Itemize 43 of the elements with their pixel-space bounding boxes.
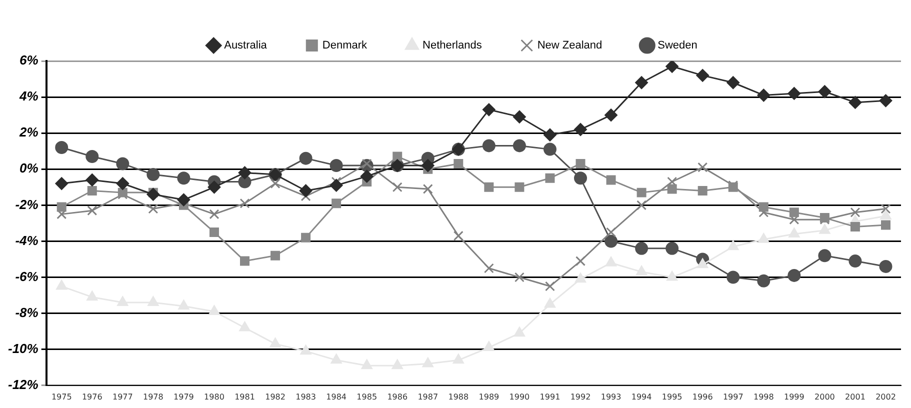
x-tick-label: 1975 (51, 392, 72, 402)
y-tick-label: 2% (18, 124, 39, 140)
y-tick-label: -2% (15, 196, 39, 212)
x-tick-label: 2001 (845, 392, 866, 402)
x-tick-label: 1981 (234, 392, 255, 402)
y-tick-label: -12% (8, 376, 39, 392)
x-tick-label: 1998 (753, 392, 774, 402)
y-tick-label: -6% (15, 268, 39, 284)
x-tick-label: 1994 (631, 392, 652, 402)
x-tick-label: 1980 (204, 392, 224, 402)
legend-label: New Zealand (537, 40, 602, 52)
x-tick-label: 2000 (814, 392, 835, 402)
x-tick-label: 1977 (112, 392, 133, 402)
x-tick-label: 1988 (448, 392, 469, 402)
x-tick-label: 1985 (356, 392, 378, 402)
y-tick-label: 0% (20, 160, 39, 176)
y-tick-label: -10% (8, 340, 39, 356)
x-tick-label: 1996 (692, 392, 713, 402)
x-tick-label: 1982 (265, 392, 286, 402)
y-tick-label: 4% (18, 88, 39, 104)
legend-label: Denmark (322, 40, 368, 52)
x-tick-label: 1999 (784, 392, 804, 402)
x-tick-label: 1983 (296, 392, 316, 402)
x-tick-label: 1989 (478, 392, 500, 402)
x-tick-label: 1991 (540, 392, 560, 402)
x-tick-label: 1995 (662, 392, 682, 402)
x-tick-label: 1986 (387, 392, 408, 402)
legend-label: Sweden (658, 40, 698, 52)
x-tick-label: 1992 (570, 392, 591, 402)
y-tick-label: -4% (15, 232, 39, 248)
x-tick-label: 1979 (174, 392, 194, 402)
legend-label: Australia (224, 40, 268, 52)
x-tick-label: 1978 (143, 392, 164, 402)
y-tick-label: 6% (20, 52, 39, 68)
legend-label: Netherlands (422, 40, 482, 52)
x-tick-label: 2002 (876, 392, 896, 402)
x-tick-label: 1997 (722, 392, 744, 402)
y-tick-label: -8% (15, 304, 39, 320)
x-tick-label: 1984 (326, 392, 346, 402)
x-tick-label: 1987 (418, 392, 438, 402)
x-tick-label: 1990 (509, 392, 530, 402)
x-tick-label: 1976 (82, 392, 102, 402)
x-tick-label: 1993 (600, 392, 622, 402)
